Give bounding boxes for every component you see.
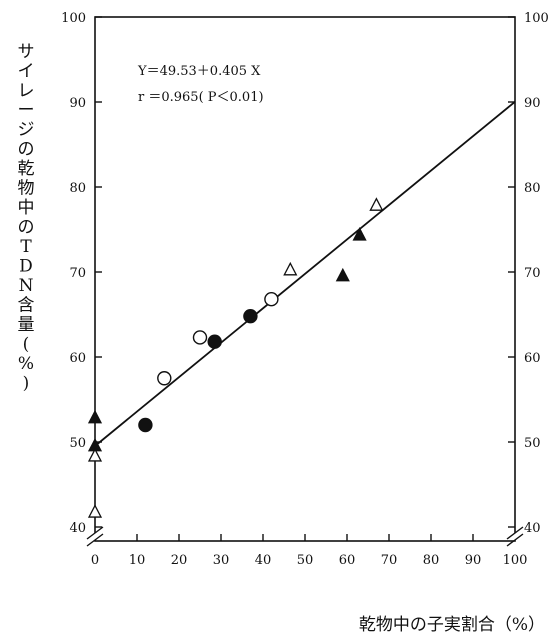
y-tick-label-left: 60 <box>69 351 86 366</box>
x-tick-label: 10 <box>129 553 146 568</box>
data-point-open-circle <box>157 371 172 386</box>
data-point-open-triangle <box>87 448 103 462</box>
y-tick-label-right: 40 <box>524 521 541 536</box>
y-tick-label-left: 50 <box>69 436 86 451</box>
y-tick-label-right: 90 <box>524 96 541 111</box>
x-tick-label: 60 <box>339 553 356 568</box>
axis-breaks <box>86 526 524 547</box>
ticks: 0 10 20 30 40 50 60 70 80 90 100 40 40 50 50 60 60 70 70 80… <box>61 11 549 568</box>
y-tick-label-right: 80 <box>524 181 541 196</box>
y-axis-title-char: 含 <box>18 296 35 316</box>
y-tick-label-left: 70 <box>69 266 86 281</box>
y-axis-title-char: ジ <box>18 120 35 140</box>
axis-break-slash <box>506 533 524 547</box>
x-tick-label: 80 <box>423 553 440 568</box>
x-tick-label: 50 <box>297 553 314 568</box>
axis-break-slash <box>86 526 104 540</box>
x-tick-label: 0 <box>91 553 99 568</box>
y-axis-title-char: サ <box>18 42 35 62</box>
y-axis-title-char: レ <box>18 81 35 101</box>
y-axis-title-char: 物 <box>18 179 35 199</box>
x-tick-label: 30 <box>213 553 230 568</box>
x-tick-label: 40 <box>255 553 272 568</box>
y-tick-label-left: 40 <box>69 521 86 536</box>
regression-line <box>94 101 516 447</box>
y-axis-title-char: ( <box>23 335 30 355</box>
y-tick-label-left: 80 <box>69 181 86 196</box>
y-tick-label-right: 100 <box>524 11 549 26</box>
data-point-filled-triangle <box>352 227 367 241</box>
x-tick-label: 20 <box>171 553 188 568</box>
axis-break-gap <box>510 533 520 540</box>
y-axis-title-char: D <box>19 257 33 277</box>
data-point-open-circle <box>192 330 208 345</box>
y-axis-title-char: 乾 <box>18 159 35 179</box>
data-point-filled-circle <box>207 334 222 349</box>
y-tick-label-right: 50 <box>524 436 541 451</box>
data-point-filled-circle <box>243 309 258 324</box>
axis-break-gap <box>90 533 100 540</box>
regression-line-path <box>94 101 516 447</box>
y-axis-title-char: % <box>18 354 34 374</box>
x-axis-title: 乾物中の子実割合（%） <box>359 615 545 635</box>
y-axis-title-char: 量 <box>18 315 35 335</box>
y-axis-title-char: の <box>18 218 35 238</box>
correlation-label: r ＝0.965( P＜0.01) <box>138 90 264 105</box>
y-axis-title-char: 中 <box>18 198 35 218</box>
data-point-filled-triangle <box>335 267 350 282</box>
y-axis-title-char: T <box>20 237 32 257</box>
y-axis-title-char: ) <box>23 374 30 394</box>
x-tick-label: 90 <box>465 553 482 568</box>
data-point-open-circle <box>264 292 279 307</box>
y-tick-label-right: 60 <box>524 351 541 366</box>
data-point-open-triangle <box>87 504 103 518</box>
data-point-filled-triangle <box>87 409 103 424</box>
x-tick-label: 100 <box>503 553 528 568</box>
x-tick-label: 70 <box>381 553 398 568</box>
axis-break-slash <box>86 533 104 547</box>
y-axis-title-char: イ <box>18 62 35 82</box>
data-points <box>87 197 384 518</box>
regression-equation: Y＝49.53＋0.405 X <box>137 64 261 79</box>
y-axis-title-char: ー <box>18 101 35 121</box>
y-tick-label-left: 90 <box>69 96 86 111</box>
y-tick-label-left: 100 <box>61 11 86 26</box>
data-point-open-triangle <box>283 261 298 276</box>
data-point-filled-circle <box>138 417 153 433</box>
y-axis-title-char: N <box>19 276 34 296</box>
data-point-open-triangle <box>369 197 384 211</box>
axis-break-slash <box>506 526 524 540</box>
y-tick-label-right: 70 <box>524 266 541 281</box>
y-axis-title-char: の <box>18 140 35 160</box>
